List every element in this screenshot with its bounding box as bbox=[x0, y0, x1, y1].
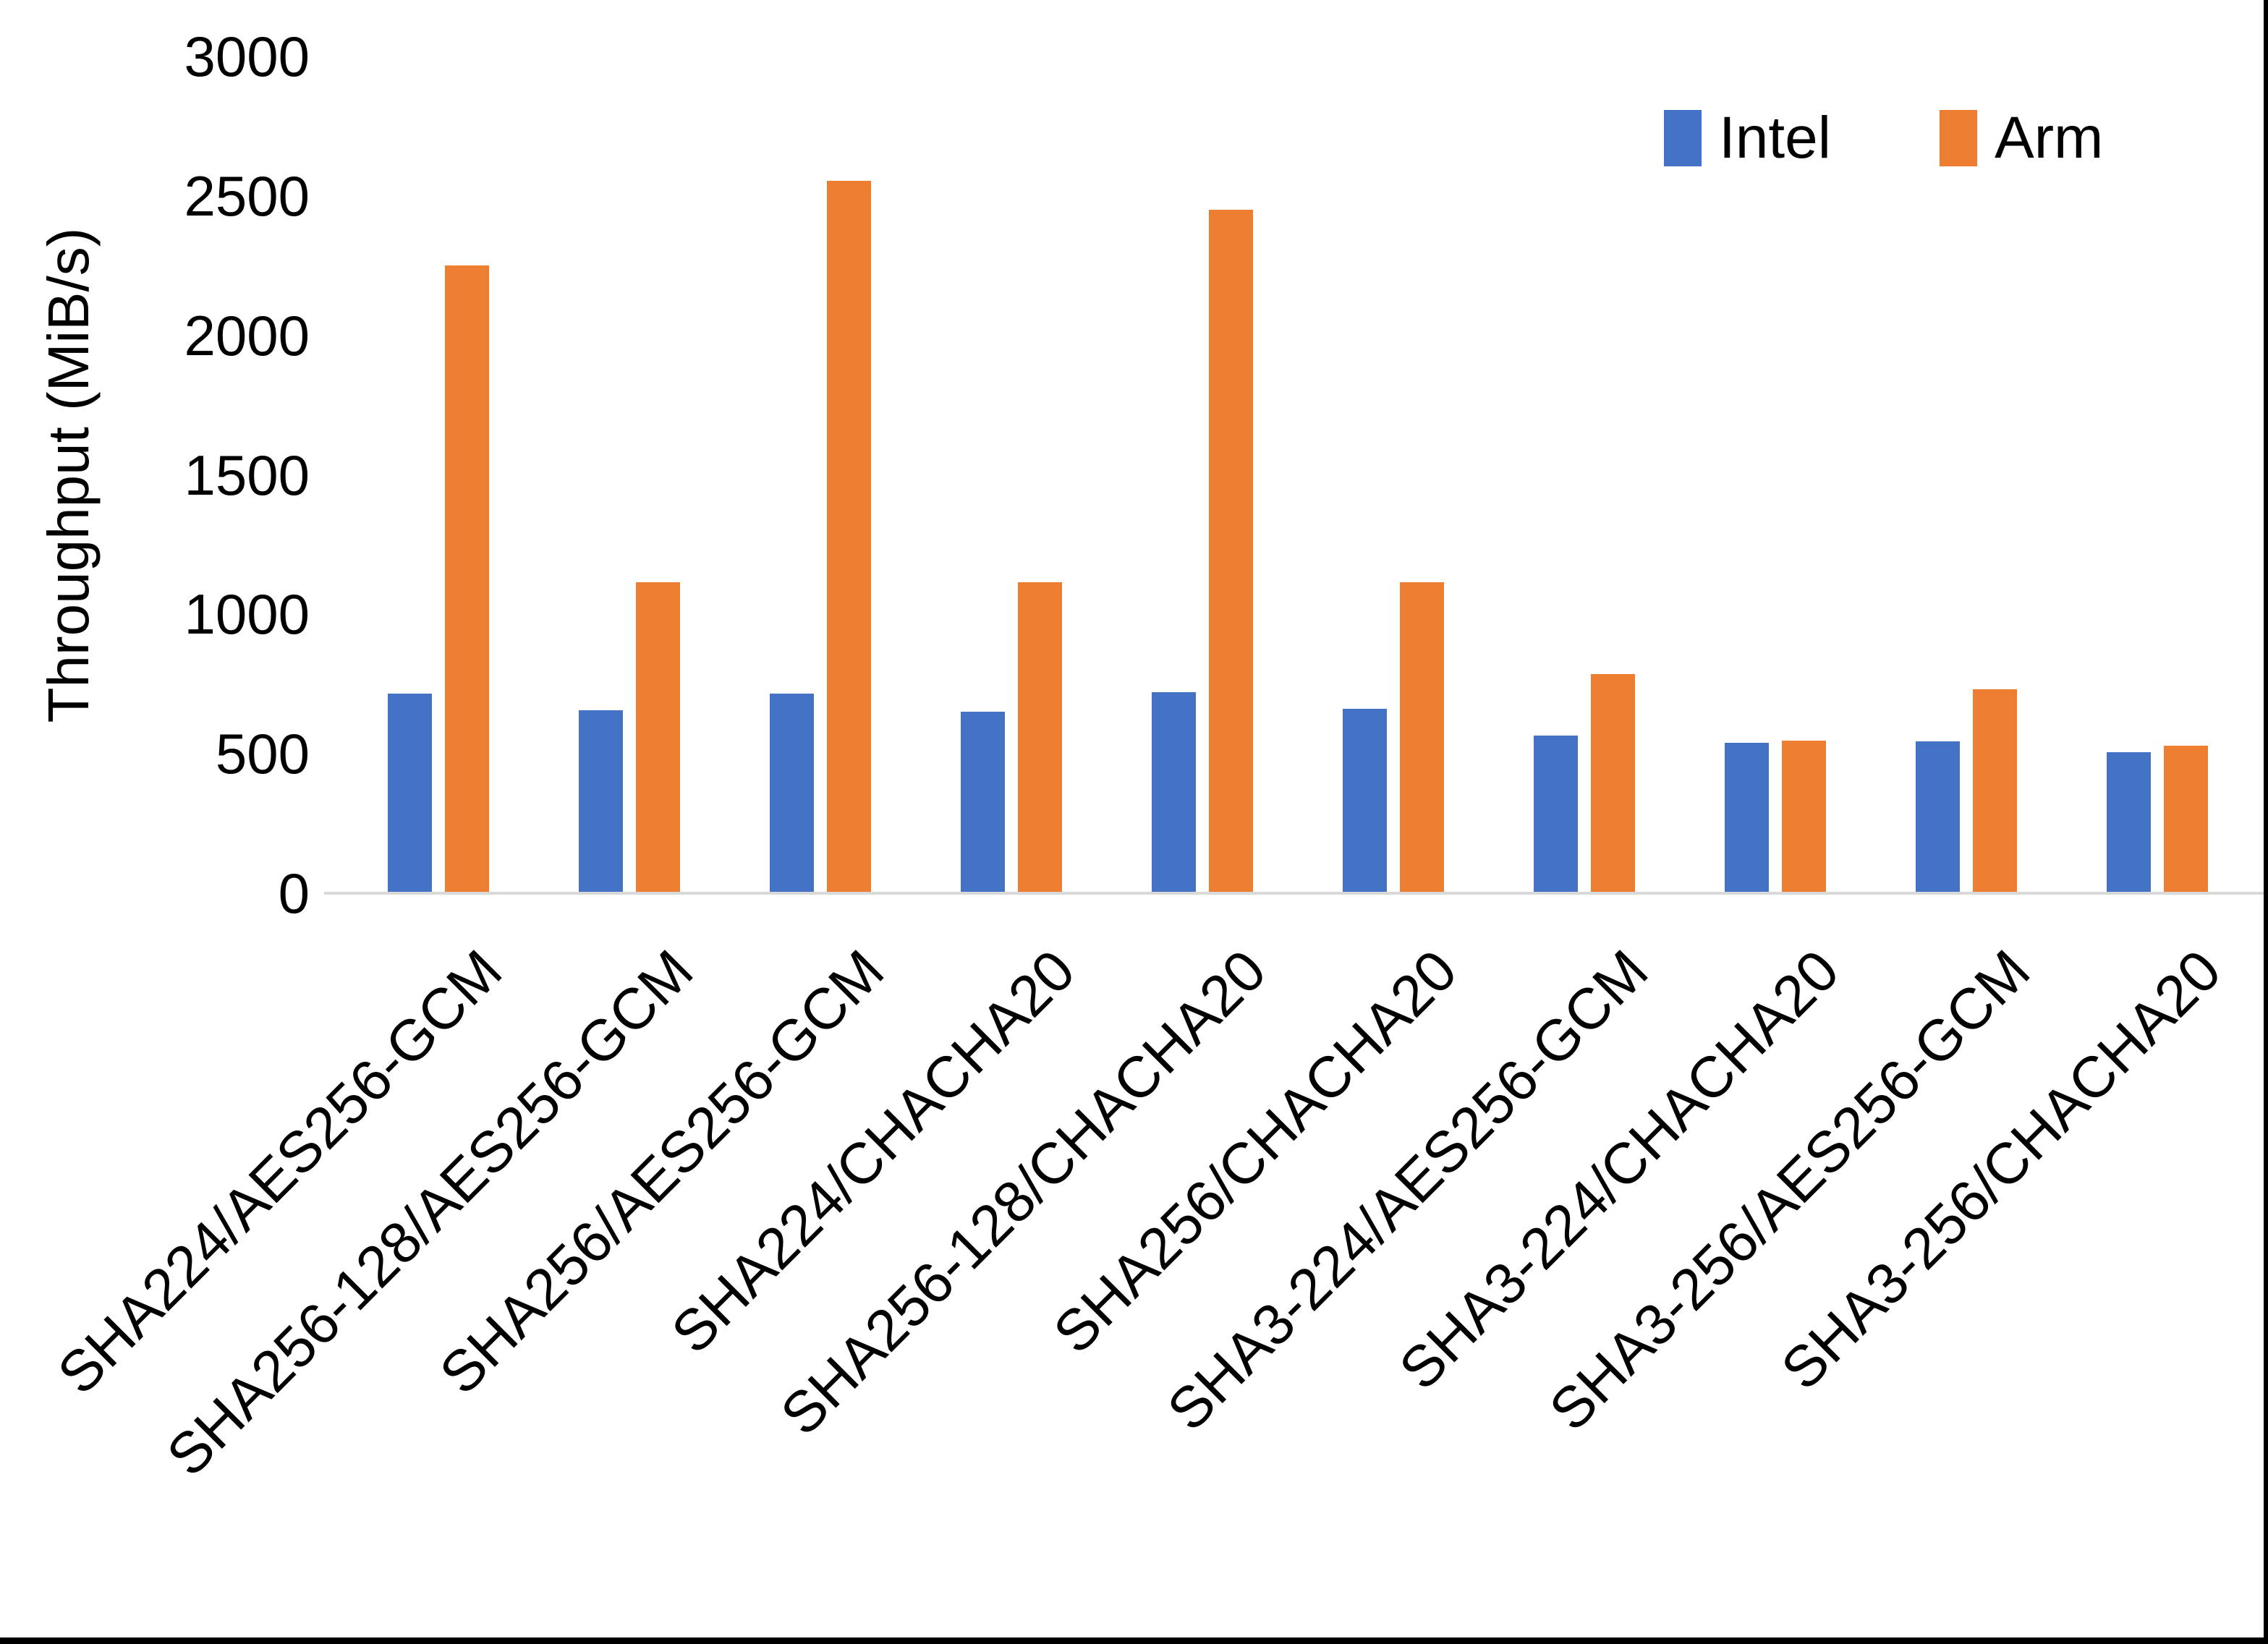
bar-arm-sha3-256/aes256-gcm bbox=[1973, 689, 2017, 893]
legend-label-arm: Arm bbox=[1995, 105, 2104, 171]
y-tick-500: 500 bbox=[215, 722, 310, 786]
bar-arm-sha256-128/aes256-gcm bbox=[636, 582, 680, 893]
bar-arm-sha3-224/aes256-gcm bbox=[1591, 674, 1635, 893]
bar-intel-sha3-224/aes256-gcm bbox=[1534, 736, 1578, 893]
bar-arm-sha256/aes256-gcm bbox=[827, 181, 871, 893]
legend-swatch-intel bbox=[1664, 110, 1702, 166]
bar-intel-sha224/aes256-gcm bbox=[388, 694, 432, 893]
bar-intel-sha3-256/aes256-gcm bbox=[1916, 741, 1960, 893]
bar-intel-sha3-256/chacha20 bbox=[2107, 752, 2151, 893]
bar-intel-sha256/aes256-gcm bbox=[770, 694, 814, 893]
bar-arm-sha256/chacha20 bbox=[1400, 582, 1444, 893]
y-tick-2500: 2500 bbox=[184, 163, 310, 228]
legend-item-intel: Intel bbox=[1664, 108, 1831, 168]
bar-arm-sha256-128/chacha20 bbox=[1209, 210, 1253, 893]
legend-swatch-arm bbox=[1940, 110, 1977, 166]
bar-intel-sha3-224/chacha20 bbox=[1725, 743, 1769, 893]
bar-intel-sha256-128/chacha20 bbox=[1152, 692, 1196, 893]
y-tick-0: 0 bbox=[278, 861, 310, 925]
bar-arm-sha224/aes256-gcm bbox=[445, 265, 489, 893]
legend: Intel Arm bbox=[1664, 108, 2103, 168]
y-tick-1500: 1500 bbox=[184, 443, 310, 507]
bar-arm-sha3-224/chacha20 bbox=[1782, 741, 1826, 893]
frame-border-bottom bbox=[0, 1637, 2268, 1644]
y-tick-3000: 3000 bbox=[184, 25, 310, 88]
bar-intel-sha256-128/aes256-gcm bbox=[579, 710, 623, 893]
bar-intel-sha224/chacha20 bbox=[961, 712, 1005, 893]
y-tick-2000: 2000 bbox=[184, 303, 310, 367]
bar-arm-sha3-256/chacha20 bbox=[2164, 746, 2208, 893]
frame-border-right bbox=[2264, 0, 2268, 1644]
bar-arm-sha224/chacha20 bbox=[1018, 582, 1062, 893]
y-tick-1000: 1000 bbox=[184, 582, 310, 647]
legend-item-arm: Arm bbox=[1940, 108, 2103, 168]
legend-label-intel: Intel bbox=[1719, 105, 1831, 171]
bar-intel-sha256/chacha20 bbox=[1343, 709, 1387, 893]
x-axis-line bbox=[324, 892, 2265, 895]
